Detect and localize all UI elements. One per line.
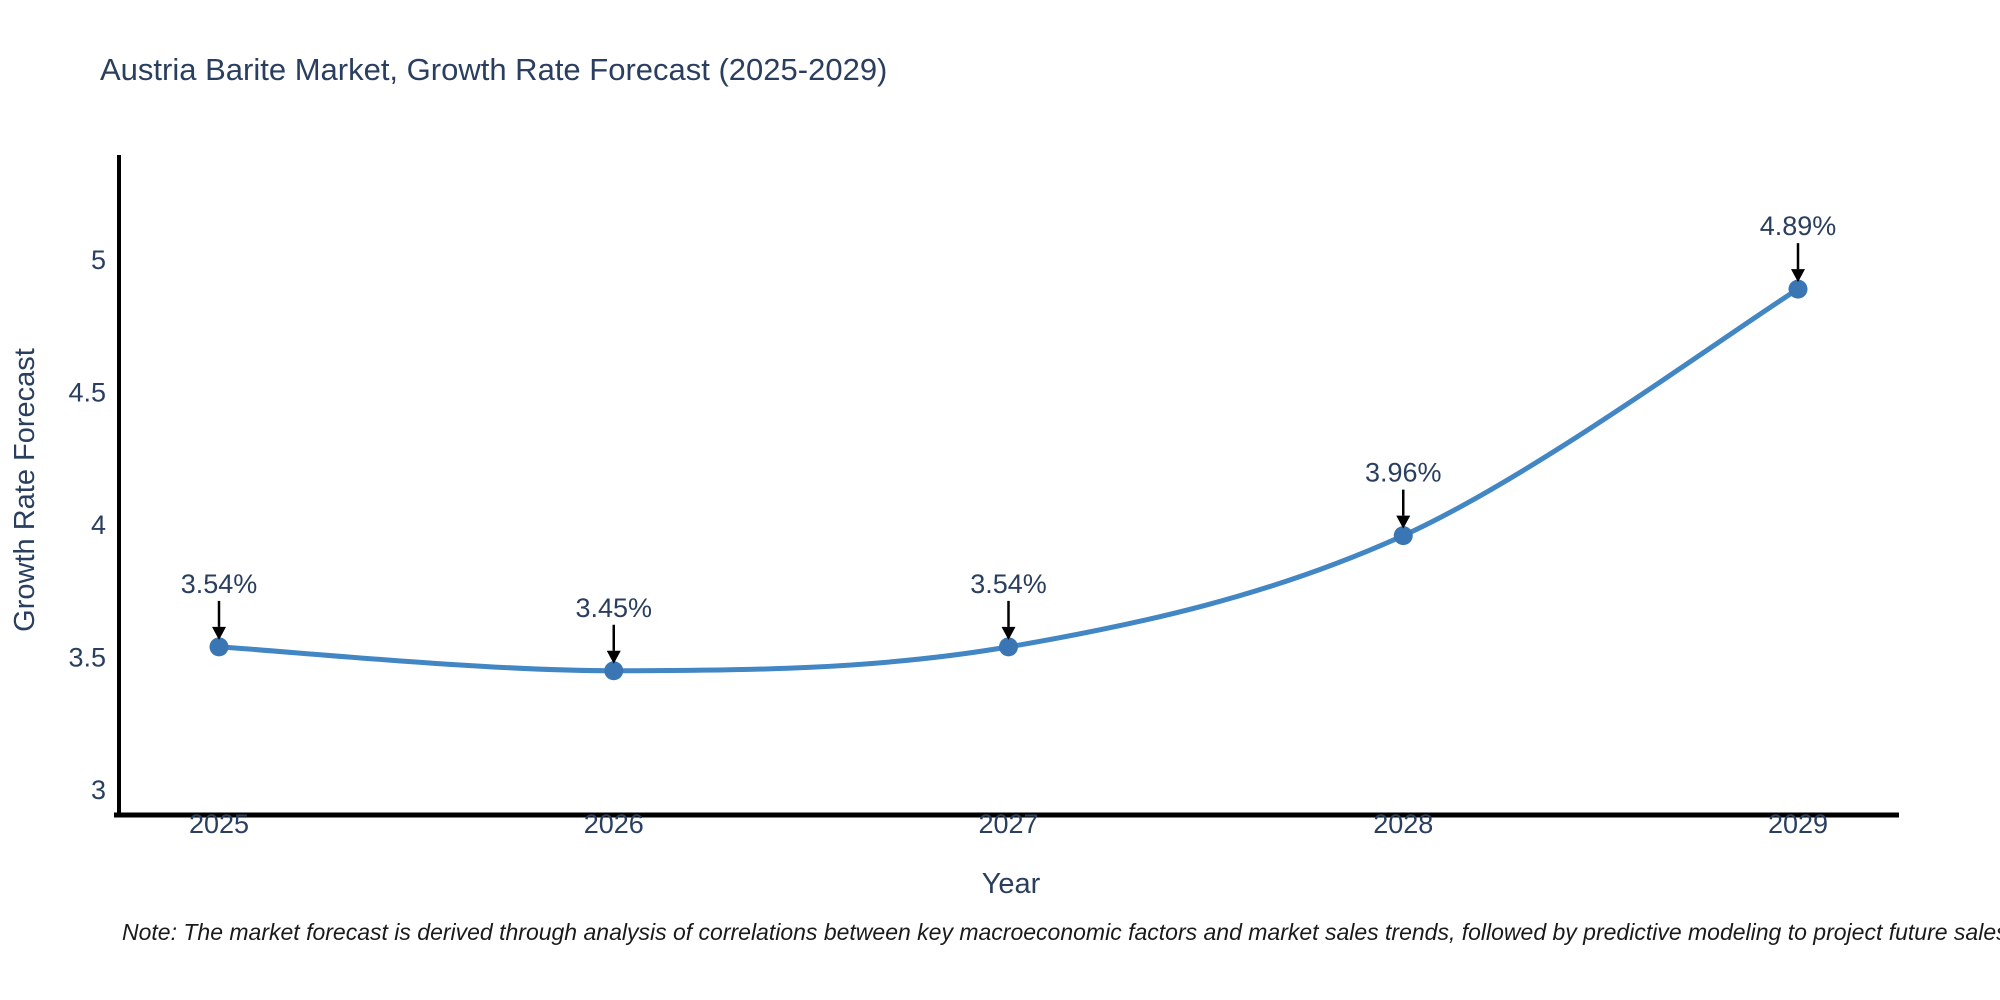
x-tick-label: 2028 [1373,809,1433,839]
point-value-label: 3.54% [181,569,258,599]
y-tick-label: 3.5 [68,643,106,673]
x-tick-label: 2026 [584,809,644,839]
series-markers [209,279,1808,681]
point-annotation: 3.54% [181,569,258,640]
point-annotation: 3.45% [575,593,652,664]
annotation-arrowhead-icon [606,650,621,664]
annotation-arrowhead-icon [212,626,226,640]
series-line [216,286,1801,674]
point-annotation: 3.96% [1365,458,1442,529]
data-point-marker [999,637,1018,657]
x-tick-label: 2025 [189,809,249,839]
y-tick-label: 4.5 [68,378,106,408]
point-annotation: 3.54% [970,569,1047,640]
point-value-label: 3.96% [1365,458,1442,488]
data-point-marker [604,661,624,681]
point-value-label: 4.89% [1760,211,1837,241]
x-tick-label: 2029 [1768,809,1828,839]
chart-title: Austria Barite Market, Growth Rate Forec… [100,52,887,87]
data-point-marker [209,637,229,657]
y-axis-tick-labels: 3 3.5 4 4.5 5 [68,245,106,805]
x-axis-title: Year [982,868,1041,900]
y-tick-label: 5 [91,245,106,275]
point-annotations: 3.54% 3.45% 3.54% 3.96% 4.89% [181,211,1837,664]
data-point-marker [1393,526,1413,546]
y-tick-label: 4 [91,510,106,540]
point-value-label: 3.54% [970,569,1047,599]
annotation-arrowhead-icon [1396,515,1411,529]
y-axis-title: Growth Rate Forecast [9,348,41,632]
x-axis-tick-labels: 2025 2026 2027 2028 2029 [189,809,1828,839]
footnote: Note: The market forecast is derived thr… [122,919,2000,945]
point-annotation: 4.89% [1760,211,1837,283]
point-value-label: 3.45% [575,593,652,623]
y-tick-label: 3 [91,775,106,805]
annotation-arrowhead-icon [1001,626,1016,640]
data-point-marker [1788,279,1808,299]
x-tick-label: 2027 [978,809,1038,839]
annotation-arrowhead-icon [1791,269,1805,283]
